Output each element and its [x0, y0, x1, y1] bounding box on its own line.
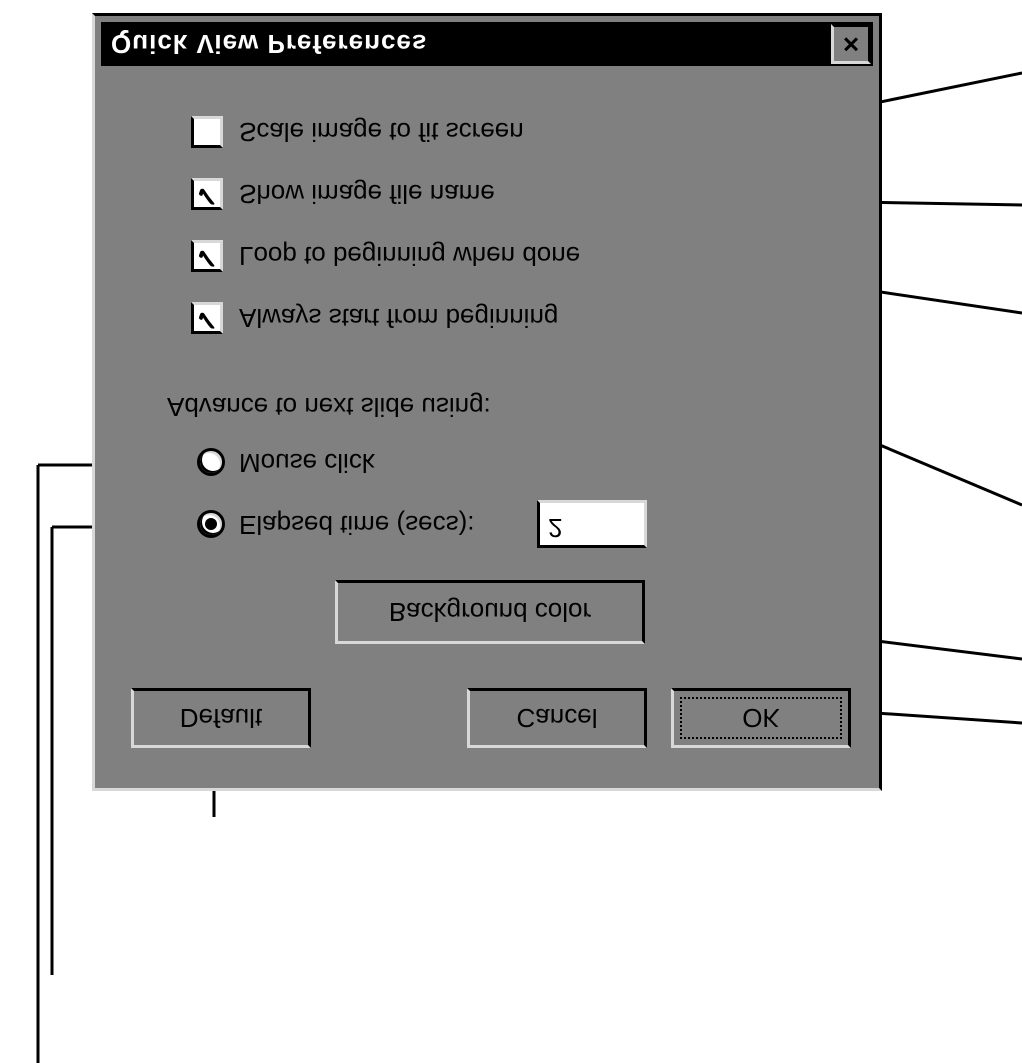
checkbox-always-start-label: Always start from beginning	[239, 303, 558, 334]
dialog-window: Quick View Preferences × OK Cancel Defau…	[92, 13, 882, 791]
checkbox-scale-image[interactable]	[191, 116, 223, 148]
radio-row-elapsed-time: Elapsed time (secs):	[197, 509, 475, 540]
elapsed-time-value: 2	[548, 513, 562, 543]
titlebar: Quick View Preferences ×	[101, 22, 873, 66]
close-button[interactable]: ×	[831, 24, 871, 64]
radio-mouse-click[interactable]	[197, 449, 225, 477]
cancel-button-label: Cancel	[517, 703, 598, 734]
dialog-title: Quick View Preferences	[105, 29, 427, 60]
checkbox-scale-image-label: Scale image to fit screen	[239, 117, 524, 148]
radio-row-mouse-click: Mouse click	[197, 447, 375, 478]
checkbox-always-start[interactable]	[191, 302, 223, 334]
check-row-show-filename: Show image file name	[191, 178, 495, 210]
default-button-label: Default	[180, 703, 262, 734]
radio-elapsed-time-label: Elapsed time (secs):	[239, 509, 475, 540]
ok-button-label: OK	[742, 703, 780, 734]
checkbox-show-filename-label: Show image file name	[239, 179, 495, 210]
background-color-button-label: Background color	[389, 597, 591, 628]
ok-button[interactable]: OK	[671, 688, 851, 748]
radio-elapsed-time[interactable]	[197, 511, 225, 539]
checkbox-loop-beginning-label: Loop to beginning when done	[239, 241, 580, 272]
checkbox-show-filename[interactable]	[191, 178, 223, 210]
close-icon: ×	[843, 30, 859, 58]
background-color-button[interactable]: Background color	[335, 580, 645, 644]
check-row-always-start: Always start from beginning	[191, 302, 558, 334]
elapsed-time-input[interactable]: 2	[537, 500, 647, 548]
checkbox-loop-beginning[interactable]	[191, 240, 223, 272]
default-button[interactable]: Default	[131, 688, 311, 748]
radio-mouse-click-label: Mouse click	[239, 447, 375, 478]
stage: Quick View Preferences × OK Cancel Defau…	[0, 0, 1022, 1063]
check-row-loop-beginning: Loop to beginning when done	[191, 240, 580, 272]
check-row-scale-image: Scale image to fit screen	[191, 116, 524, 148]
advance-label: Advance to next slide using:	[167, 391, 491, 422]
cancel-button[interactable]: Cancel	[467, 688, 647, 748]
